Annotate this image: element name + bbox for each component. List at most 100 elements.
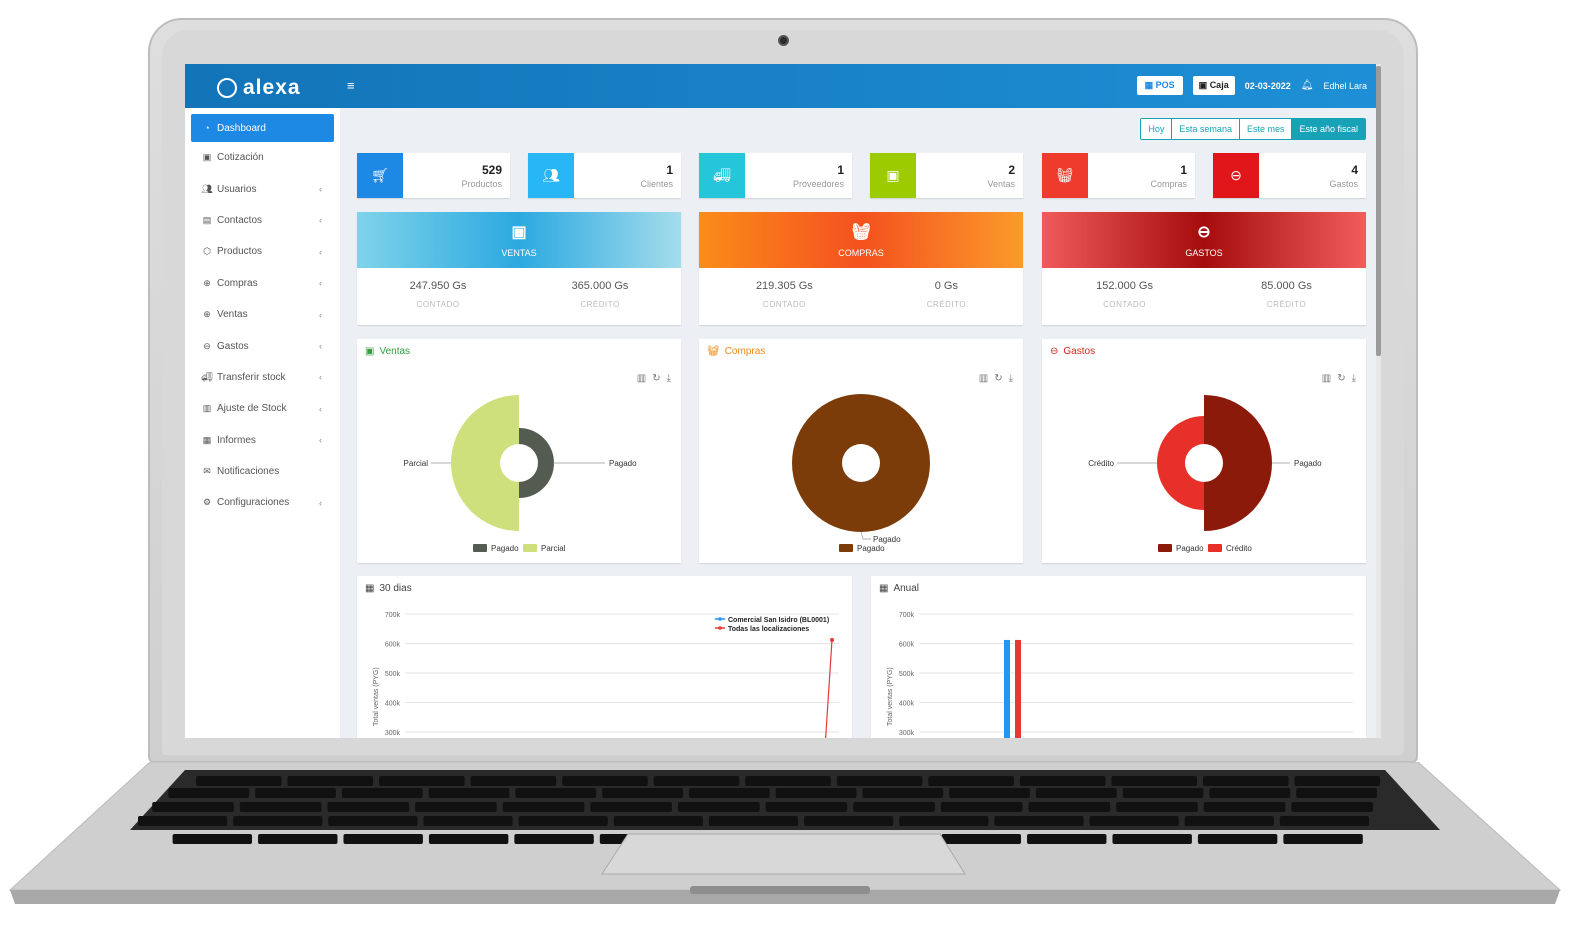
keyboard-key [233, 816, 323, 826]
legend-label[interactable]: Parcial [541, 544, 566, 553]
brand-logo[interactable]: alexa [217, 76, 301, 100]
download-icon[interactable]: ⤓ [666, 373, 671, 384]
date-range-filter: Hoy Esta semana Este mes Este año fiscal [1140, 118, 1366, 140]
keyboard-key [255, 788, 336, 798]
keyboard-key [1291, 802, 1373, 812]
keyboard-key [590, 802, 672, 812]
sidebar-item-label: Dashboard [217, 122, 266, 134]
keyboard-key [949, 788, 1030, 798]
refresh-icon[interactable]: ↻ [652, 373, 661, 384]
legend-label[interactable]: Comercial San Isidro (BL0001) [728, 617, 829, 624]
keyboard-key [836, 776, 923, 786]
legend-swatch[interactable] [473, 544, 487, 552]
keyboard-key [862, 788, 944, 798]
money-icon: ▣ [1198, 80, 1210, 90]
truck-icon: 🚚︎ [201, 371, 213, 382]
legend-label[interactable]: Crédito [1226, 544, 1252, 553]
sidebar-item-contactos[interactable]: ▤ Contactos ‹ [185, 205, 340, 236]
legend-label[interactable]: Pagado [1176, 544, 1204, 553]
range-anio-fiscal-button[interactable]: Este año fiscal [1292, 119, 1365, 139]
pie-slice[interactable] [451, 395, 519, 531]
dashboard-main: Hoy Esta semana Este mes Este año fiscal… [340, 108, 1381, 738]
bell-icon[interactable]: 🔔︎ [1300, 80, 1314, 91]
pie-slice-label: Crédito [1088, 459, 1114, 468]
sidebar-item-label: Informes [217, 434, 256, 446]
keyboard-key [470, 776, 557, 786]
sidebar-item-usuarios[interactable]: 👥︎ Usuarios ‹ [185, 173, 340, 204]
stat-clientes[interactable]: 👥︎ 1 Clientes [528, 153, 681, 198]
contado-value: 152.000 Gs [1096, 280, 1153, 292]
keyboard-key [239, 802, 322, 812]
keyboard-key [1209, 788, 1291, 798]
bar-chart-icon[interactable]: ▥ [1321, 373, 1332, 384]
keyboard-key [941, 834, 1022, 844]
range-hoy-button[interactable]: Hoy [1141, 119, 1173, 139]
caja-button[interactable]: ▣ Caja [1192, 76, 1235, 95]
legend-label[interactable]: Todas las localizaciones [728, 626, 809, 633]
keyboard-key [1203, 802, 1286, 812]
sidebar-item-configuraciones[interactable]: ⚙︎ Configuraciones ‹ [185, 487, 340, 518]
bar[interactable] [1004, 639, 1010, 738]
sidebar-item-notificaciones[interactable]: ✉︎ Notificaciones [185, 456, 340, 487]
current-date: 02-03-2022 [1244, 80, 1291, 91]
bar-chart-icon[interactable]: ▥ [636, 373, 647, 384]
contado-value: 247.950 Gs [409, 280, 467, 292]
sidebar-item-productos[interactable]: ⬡ Productos ‹ [185, 236, 340, 267]
keyboard-key [1184, 816, 1274, 826]
menu-toggle-icon[interactable]: ≡ [347, 78, 355, 93]
sidebar-item-label: Notificaciones [217, 466, 280, 478]
pie-slice-label: Pagado [873, 535, 901, 544]
keyboard-key [341, 788, 423, 798]
line-point[interactable] [830, 637, 834, 642]
stat-gastos[interactable]: ⊖ 4 Gastos [1213, 153, 1366, 198]
pie-slice[interactable] [1204, 395, 1272, 531]
sidebar-item-label: Configuraciones [217, 497, 290, 509]
legend-label[interactable]: Pagado [857, 544, 885, 553]
y-axis-label: Total ventas (PYG) [887, 667, 894, 726]
panel-title: 30 dias [379, 583, 412, 594]
refresh-icon[interactable]: ↻ [994, 373, 1003, 384]
stat-label: Productos [461, 179, 502, 189]
scrollbar[interactable] [1376, 64, 1381, 738]
users-icon: 👥︎ [528, 153, 574, 198]
pos-button[interactable]: ▦ POS [1136, 76, 1183, 95]
legend-swatch[interactable] [523, 544, 537, 552]
download-icon[interactable]: ⤓ [1008, 373, 1013, 384]
bar-chart-icon[interactable]: ▥ [978, 373, 989, 384]
legend-marker [718, 626, 722, 630]
sidebar-item-informes[interactable]: ▦ Informes ‹ [185, 425, 340, 456]
sidebar-item-label: Productos [217, 246, 263, 258]
download-icon[interactable]: ⤓ [1351, 373, 1356, 384]
keyboard-key [1279, 816, 1369, 826]
stat-productos[interactable]: 🛒︎ 529 Productos [357, 153, 510, 198]
legend-swatch[interactable] [1158, 544, 1172, 552]
pie-slice[interactable] [1157, 416, 1204, 510]
sidebar-item-cotización[interactable]: ▣ Cotización [185, 142, 340, 173]
panel-title: Anual [893, 583, 920, 594]
refresh-icon[interactable]: ↻ [1337, 373, 1346, 384]
stat-proveedores[interactable]: 🚚︎ 1 Proveedores [699, 153, 852, 198]
compras-chart-panel: Pagado Pagado 🧺︎ Compras ▥ ↻ ⤓ [699, 339, 1023, 563]
chevron-left-icon: ‹ [319, 215, 322, 226]
credito-label: CRÉDITO [926, 300, 967, 309]
stat-label: Gastos [1329, 179, 1358, 189]
sidebar-item-dashboard[interactable]: ◔ Dashboard [191, 114, 334, 142]
sidebar-item-transferir-stock[interactable]: 🚚︎ Transferir stock ‹ [185, 362, 340, 393]
bar[interactable] [1015, 639, 1021, 738]
credito-value: 0 Gs [934, 280, 958, 292]
range-mes-button[interactable]: Este mes [1239, 119, 1293, 139]
stat-compras[interactable]: 🧺︎ 1 Compras [1042, 153, 1195, 198]
stat-ventas[interactable]: ▣ 2 Ventas [870, 153, 1023, 198]
legend-swatch[interactable] [1208, 544, 1222, 552]
legend-swatch[interactable] [839, 544, 853, 552]
keyboard-key [1294, 776, 1381, 786]
legend-label[interactable]: Pagado [491, 544, 519, 553]
y-tick-label: 700k [385, 612, 401, 619]
sidebar-item-ajuste-de-stock[interactable]: ▥ Ajuste de Stock ‹ [185, 393, 340, 424]
sidebar-item-ventas[interactable]: ⊕ Ventas ‹ [185, 299, 340, 330]
top-navbar: alexa ≡ ▦ POS ▣ Caja 02-03-2022 🔔︎ Edhel… [185, 64, 1381, 108]
range-semana-button[interactable]: Esta semana [1172, 119, 1240, 139]
sidebar-item-compras[interactable]: ⊕ Compras ‹ [185, 268, 340, 299]
user-menu[interactable]: Edhel Lara [1323, 80, 1367, 91]
sidebar-item-gastos[interactable]: ⊖ Gastos ‹ [185, 330, 340, 361]
